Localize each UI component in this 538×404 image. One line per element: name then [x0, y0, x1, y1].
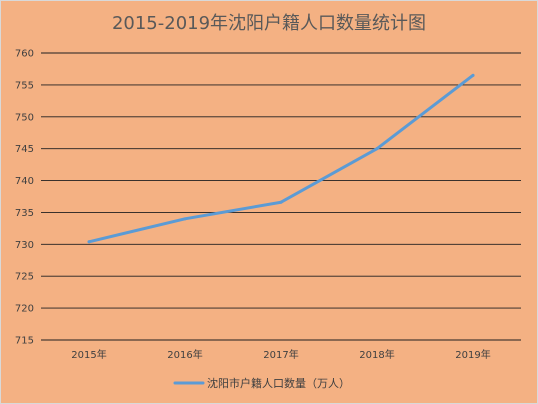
legend: 沈阳市户籍人口数量（万人） — [173, 376, 350, 390]
y-tick-label: 750 — [15, 112, 34, 123]
y-tick-label: 740 — [15, 176, 34, 187]
chart-title: 2015-2019年沈阳户籍人口数量统计图 — [112, 13, 426, 34]
x-tick-label: 2017年 — [263, 348, 298, 361]
data-point — [279, 200, 283, 204]
x-tick-label: 2015年 — [71, 348, 106, 361]
y-tick-label: 760 — [15, 49, 34, 60]
y-tick-label: 720 — [15, 304, 34, 315]
gridlines — [41, 52, 521, 341]
x-axis-ticks: 2015年 2016年 2017年 2018年 2019年 — [71, 348, 490, 361]
data-point — [471, 73, 475, 77]
y-tick-label: 755 — [15, 80, 34, 91]
x-tick-label: 2019年 — [455, 348, 490, 361]
y-tick-label: 730 — [15, 240, 34, 251]
data-point — [375, 147, 379, 151]
y-tick-label: 745 — [15, 144, 34, 155]
x-tick-label: 2016年 — [167, 348, 202, 361]
data-point — [183, 217, 187, 221]
y-axis-ticks: 715 720 725 730 735 740 745 750 755 760 — [15, 49, 34, 347]
legend-label: 沈阳市户籍人口数量（万人） — [207, 376, 350, 390]
y-tick-label: 715 — [15, 336, 34, 347]
y-tick-label: 725 — [15, 272, 34, 283]
data-point — [87, 240, 91, 244]
series-lines — [87, 73, 475, 244]
y-tick-label: 735 — [15, 208, 34, 219]
series-line — [87, 73, 475, 244]
x-tick-label: 2018年 — [359, 348, 394, 361]
